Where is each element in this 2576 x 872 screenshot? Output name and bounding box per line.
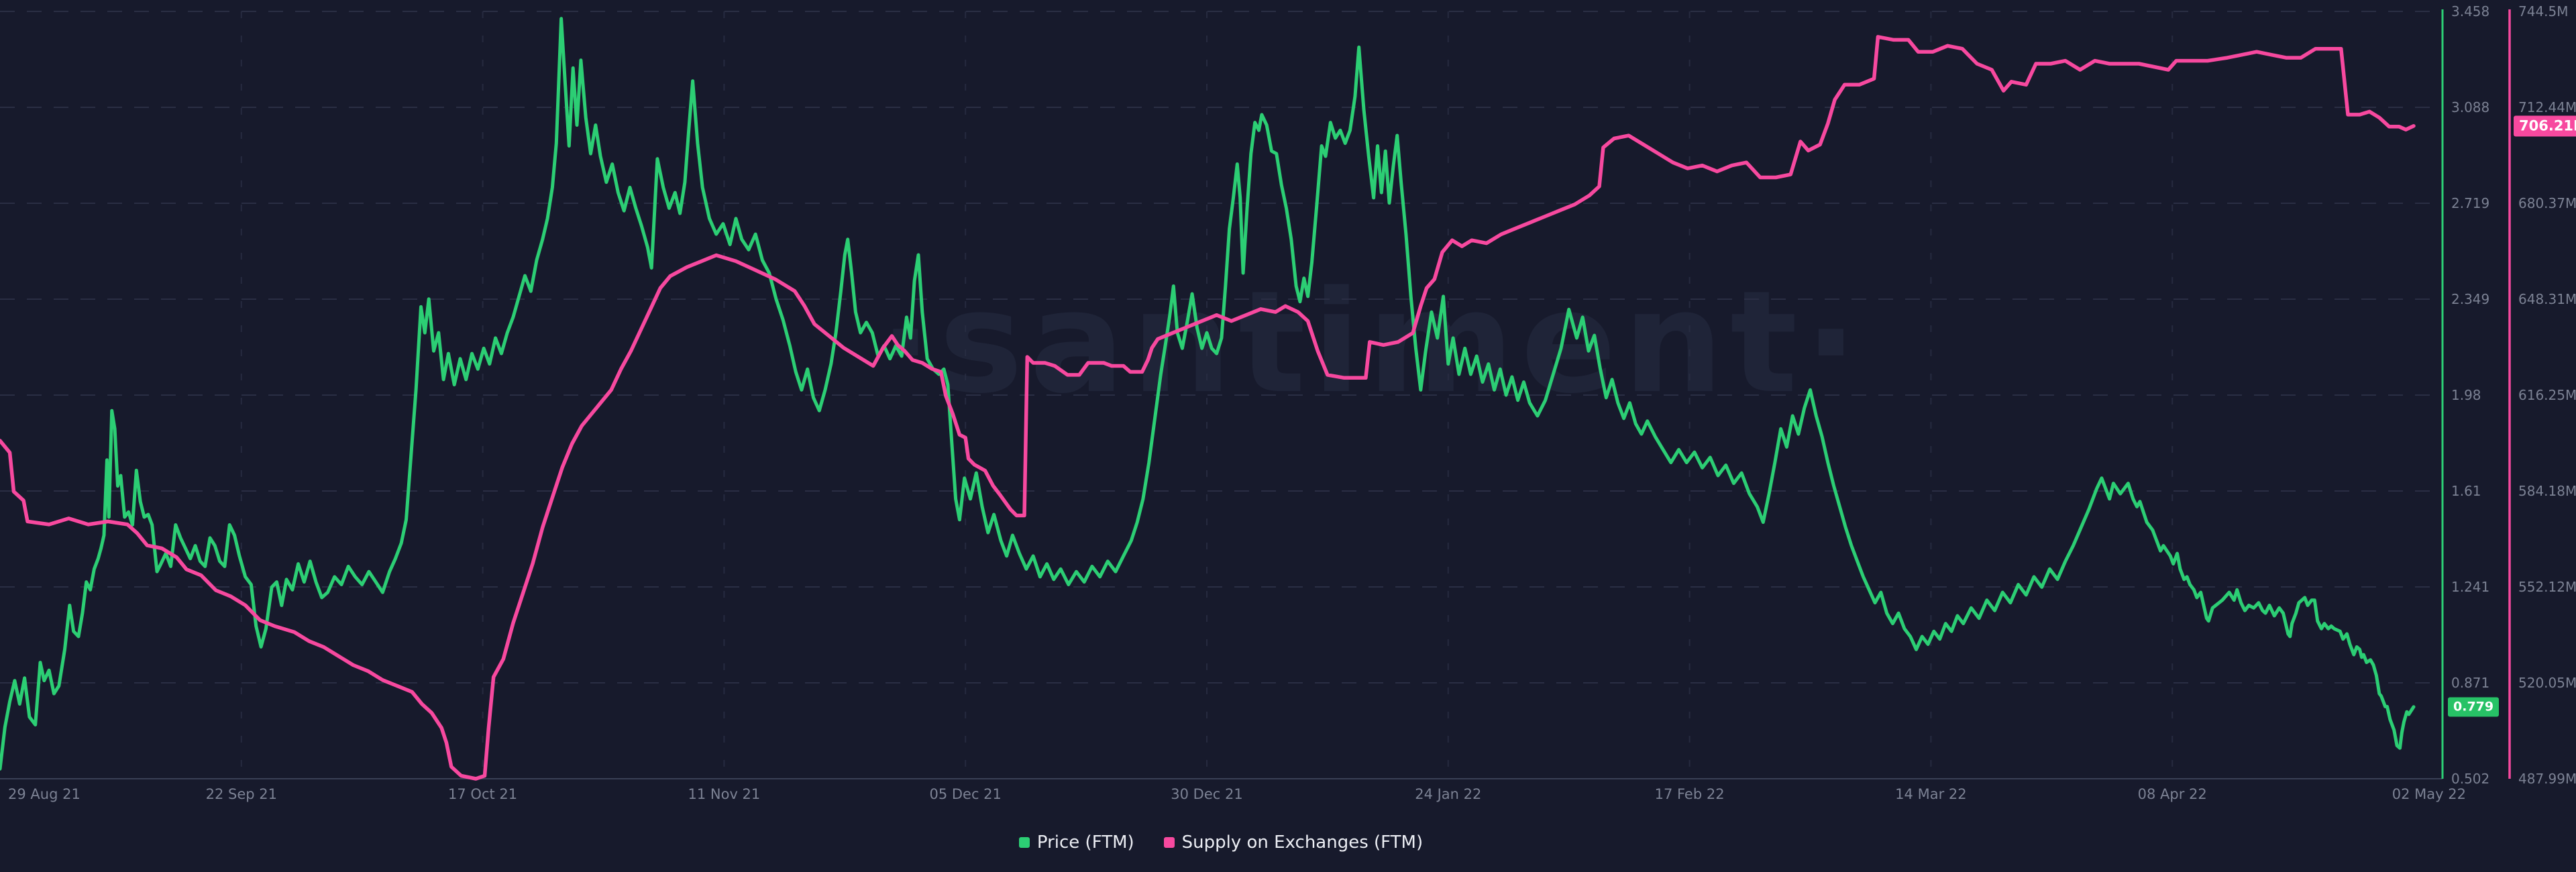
supply-axis-tick-label: 712.44M <box>2518 99 2576 115</box>
legend-label-price: Price (FTM) <box>1036 832 1134 853</box>
supply-axis-tick-label: 520.05M <box>2518 675 2576 691</box>
price-axis-tick-label: 0.502 <box>2451 771 2490 787</box>
legend-item-price[interactable]: Price (FTM) <box>1018 832 1134 853</box>
supply-axis-tick-label: 680.37M <box>2518 195 2576 211</box>
supply-series-swatch-icon <box>1163 837 1175 848</box>
supply-axis-tick-label: 487.99M <box>2518 771 2576 787</box>
price-series-swatch-icon <box>1018 837 1030 848</box>
price-axis-tick-label: 2.719 <box>2451 195 2490 211</box>
price-axis-tick-label: 3.088 <box>2451 99 2490 115</box>
price-axis-tick-label: 3.458 <box>2451 3 2490 19</box>
price-axis-tick-label: 1.241 <box>2451 579 2490 595</box>
legend: Price (FTM) Supply on Exchanges (FTM) <box>0 829 2442 856</box>
price-last-value-badge: 0.779 <box>2448 697 2500 717</box>
price-axis-tick-label: 1.61 <box>2451 483 2481 499</box>
date-axis-tick-label: 17 Feb 22 <box>1654 786 1725 802</box>
supply-axis-tick-label: 552.12M <box>2518 579 2576 595</box>
date-axis-tick-label: 17 Oct 21 <box>448 786 518 802</box>
supply-last-value-badge: 706.21M <box>2514 115 2576 137</box>
date-axis-tick-label: 30 Dec 21 <box>1171 786 1243 802</box>
price-axis-tick-label: 0.871 <box>2451 675 2490 691</box>
date-axis-tick-label: 11 Nov 21 <box>688 786 761 802</box>
date-axis-tick-label: 24 Jan 22 <box>1415 786 1482 802</box>
price-axis-tick-label: 2.349 <box>2451 291 2490 307</box>
legend-item-supply[interactable]: Supply on Exchanges (FTM) <box>1163 832 1424 853</box>
date-axis-tick-label: 22 Sep 21 <box>205 786 277 802</box>
date-axis-tick-label: 14 Mar 22 <box>1895 786 1967 802</box>
date-axis-tick-label: 29 Aug 21 <box>8 786 80 802</box>
supply-axis-tick-label: 648.31M <box>2518 291 2576 307</box>
supply-axis-tick-label: 584.18M <box>2518 483 2576 499</box>
supply-axis-tick-label: 616.25M <box>2518 387 2576 403</box>
date-axis-tick-label: 05 Dec 21 <box>929 786 1002 802</box>
price-axis-tick-label: 1.98 <box>2451 387 2481 403</box>
supply-axis-tick-label: 744.5M <box>2518 3 2569 19</box>
date-axis-tick-label: 02 May 22 <box>2392 786 2466 802</box>
legend-label-supply: Supply on Exchanges (FTM) <box>1181 832 1424 853</box>
date-axis-tick-label: 08 Apr 22 <box>2137 786 2207 802</box>
